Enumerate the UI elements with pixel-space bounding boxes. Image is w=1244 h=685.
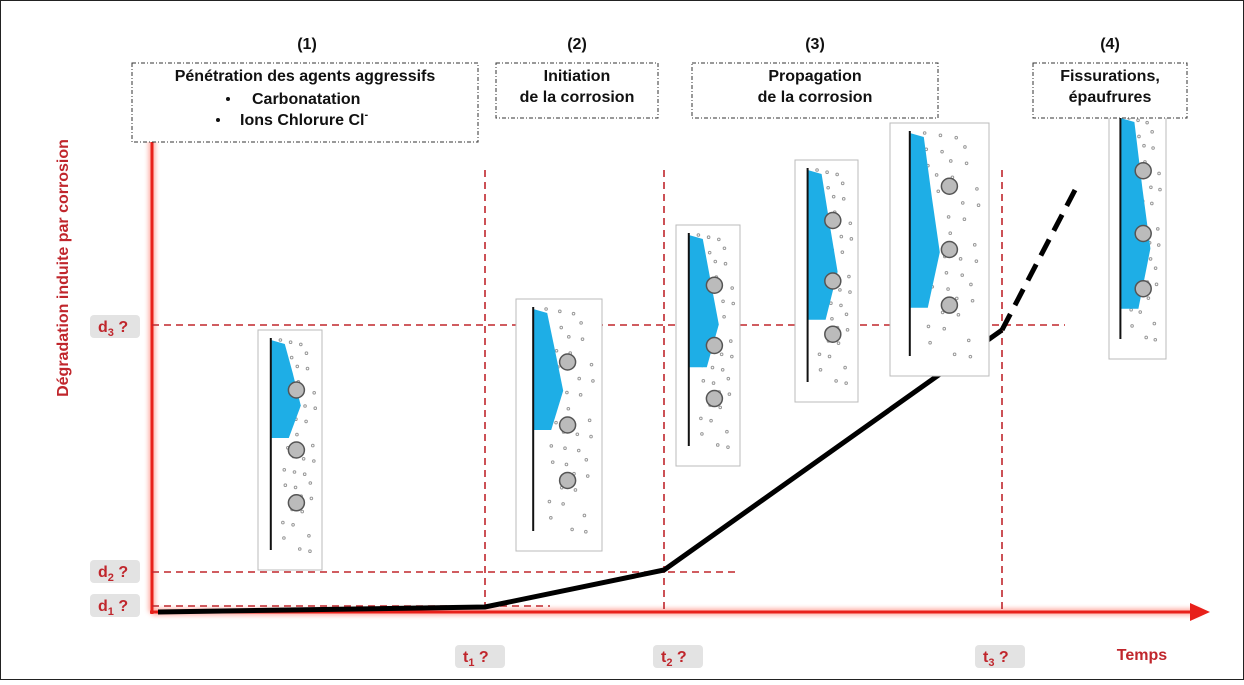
phase-title: Pénétration des agents aggressifs <box>175 68 436 85</box>
phase-title: Initiation <box>544 68 611 85</box>
phase-title: Propagation <box>768 68 861 85</box>
phase-title: Fissurations, <box>1060 68 1160 85</box>
rebar <box>706 277 722 293</box>
marker-suffix: ? <box>114 319 128 336</box>
marker-suffix: ? <box>672 649 686 666</box>
rebar <box>1135 281 1151 297</box>
phase-number: (2) <box>567 36 587 53</box>
rebar <box>288 495 304 511</box>
y-axis-label: Dégradation induite par corrosion <box>55 139 72 397</box>
phase-number: (4) <box>1100 36 1120 53</box>
rebar <box>1135 163 1151 179</box>
phase-title: de la corrosion <box>520 89 635 106</box>
rebar <box>941 242 957 258</box>
rebar <box>825 326 841 342</box>
marker-base: d <box>98 564 108 581</box>
phase-title: de la corrosion <box>758 89 873 106</box>
rebar <box>560 354 576 370</box>
concrete-section <box>258 330 322 570</box>
x-axis-label: Temps <box>1117 647 1167 664</box>
phase-title: épaufrures <box>1069 89 1152 106</box>
rebar <box>288 382 304 398</box>
diagram: (1) Pénétration des agents aggressifs Carb… <box>0 0 1244 680</box>
bullet-main: Ions Chlorure Cl <box>240 112 364 129</box>
bullet-text: Carbonatation <box>252 91 360 108</box>
bullet-text: Ions Chlorure Cl- <box>240 109 368 129</box>
concrete-section <box>795 160 858 402</box>
marker-suffix: ? <box>114 564 128 581</box>
marker-base: d <box>98 319 108 336</box>
rebar <box>560 472 576 488</box>
section-frame <box>890 123 989 376</box>
bullet <box>216 118 220 122</box>
concrete-section <box>1109 108 1166 359</box>
concrete-section <box>516 299 602 551</box>
rebar <box>941 178 957 194</box>
bullet-sup: - <box>364 109 368 121</box>
rebar <box>288 442 304 458</box>
rebar <box>825 273 841 289</box>
rebar <box>941 297 957 313</box>
rebar <box>825 213 841 229</box>
rebar <box>706 391 722 407</box>
phase-number: (3) <box>805 36 825 53</box>
marker-suffix: ? <box>994 649 1008 666</box>
bullet <box>226 97 230 101</box>
rebar <box>706 338 722 354</box>
marker-suffix: ? <box>474 649 488 666</box>
phase-number: (1) <box>297 36 317 53</box>
marker-suffix: ? <box>114 598 128 615</box>
marker-base: d <box>98 598 108 615</box>
rebar <box>560 417 576 433</box>
concrete-section <box>890 123 989 376</box>
rebar <box>1135 226 1151 242</box>
concrete-section <box>676 225 740 466</box>
